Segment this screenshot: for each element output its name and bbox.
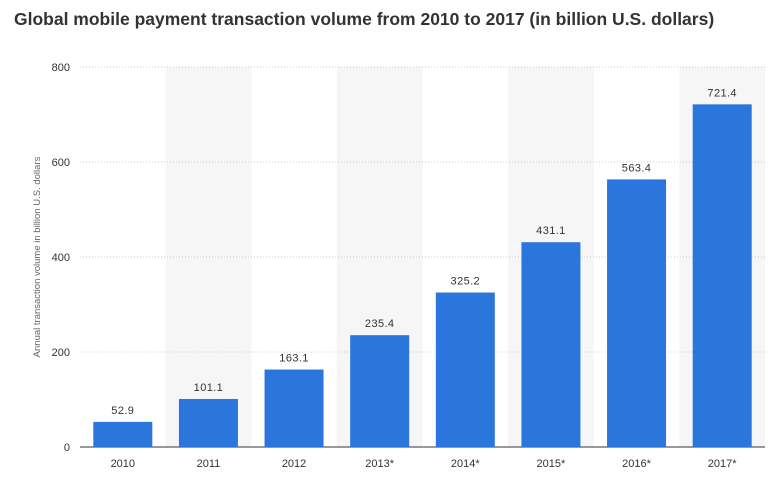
data-label: 325.2 [451,276,481,288]
data-label: 235.4 [365,318,395,330]
data-labels: 52.9 101.1 163.1 235.4 325.2 431.1 563.4 721.4 [111,87,737,417]
y-axis-ticks: 0 200 400 600 800 [52,62,70,454]
y-tick-label: 400 [52,252,70,264]
x-tick-label: 2012 [282,458,306,470]
y-tick-label: 600 [52,157,70,169]
bar[interactable] [264,369,324,447]
bar[interactable] [607,179,667,447]
bar[interactable] [692,104,752,448]
y-tick-label: 800 [52,62,70,74]
data-label: 163.1 [279,353,309,365]
bar[interactable] [435,292,495,447]
bar[interactable] [93,421,153,447]
data-label: 101.1 [194,382,224,394]
bar[interactable] [350,335,410,447]
x-axis-ticks: 2010 2011 2012 2013* 2014* 2015* 2016* 2017* [111,458,738,470]
x-tick-label: 2013* [365,458,394,470]
x-tick-label: 2017* [708,458,737,470]
data-label: 431.1 [536,225,566,237]
x-tick-label: 2011 [197,458,221,470]
bar[interactable] [178,398,238,447]
data-label: 563.4 [622,162,652,174]
x-tick-label: 2015* [537,458,566,470]
y-axis-title: Annual transaction volume in billion U.S… [32,156,43,357]
bar[interactable] [521,242,581,447]
data-label: 52.9 [111,405,134,417]
y-tick-label: 0 [64,442,70,454]
y-tick-label: 200 [52,347,70,359]
x-tick-label: 2010 [111,458,135,470]
data-label: 721.4 [707,87,737,99]
x-tick-label: 2014* [451,458,480,470]
bars [93,104,752,448]
chart-title: Global mobile payment transaction volume… [14,9,715,29]
x-tick-label: 2016* [622,458,651,470]
